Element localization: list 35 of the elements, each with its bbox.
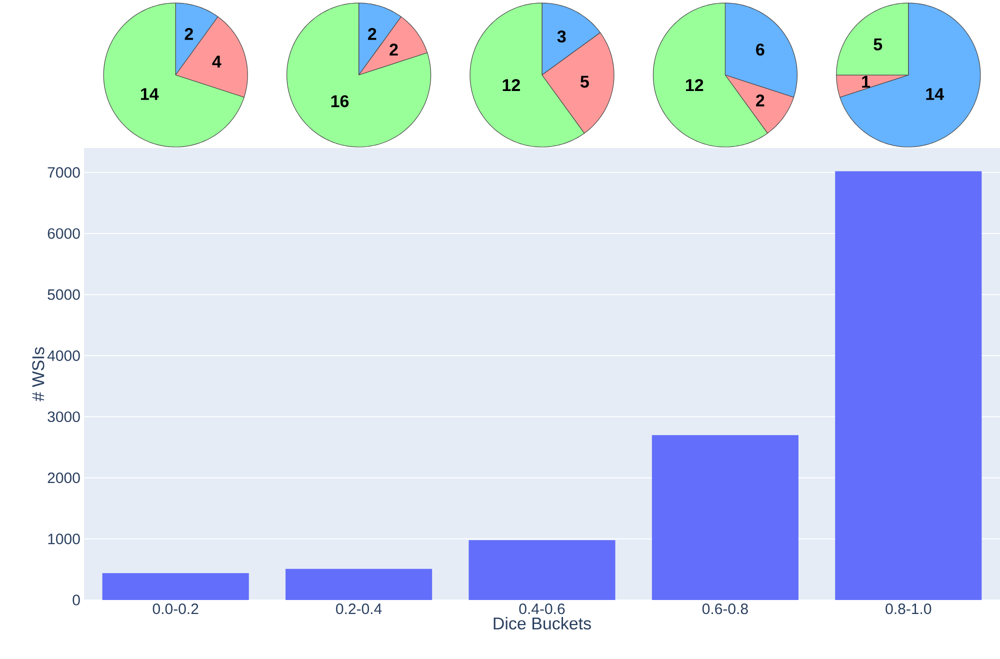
data-label: 12 xyxy=(686,79,704,91)
data-label: 16 xyxy=(331,95,349,108)
data-label: 2 xyxy=(756,94,764,106)
data-label: 14 xyxy=(141,88,159,100)
x-tick-label: 0.4-0.6 xyxy=(519,604,565,614)
y-axis-title: # WSIs xyxy=(32,347,44,402)
bar xyxy=(652,435,798,600)
data-label: 14 xyxy=(926,88,944,100)
y-tick-label: 4000 xyxy=(47,350,80,361)
y-tick-label: 0 xyxy=(72,594,80,606)
x-axis-title: Dice Buckets xyxy=(494,617,591,630)
y-tick-label: 7000 xyxy=(48,167,80,178)
y-tick-label: 1000 xyxy=(48,534,80,544)
data-label: 3 xyxy=(557,30,566,43)
y-tick-label: 5000 xyxy=(48,289,80,300)
bar xyxy=(835,171,982,600)
y-tick-label: 3000 xyxy=(48,411,80,422)
y-tick-label: 2000 xyxy=(48,472,80,484)
x-tick-label: 0.0-0.2 xyxy=(152,604,198,614)
bar xyxy=(102,573,249,600)
x-tick-label: 0.6-0.8 xyxy=(702,604,748,614)
data-label: 2 xyxy=(368,28,376,40)
data-label: 1 xyxy=(862,76,870,88)
data-label: 6 xyxy=(756,44,764,56)
bar xyxy=(286,568,432,600)
data-label: 4 xyxy=(212,56,222,68)
x-tick-label: 0.8-1.0 xyxy=(886,604,932,614)
bar xyxy=(468,540,616,600)
data-label: 5 xyxy=(580,76,589,88)
data-label: 2 xyxy=(184,28,193,40)
data-label: 12 xyxy=(502,79,520,91)
y-tick-label: 6000 xyxy=(48,228,80,239)
x-tick-label: 0.2-0.4 xyxy=(336,604,382,614)
data-label: 2 xyxy=(390,44,398,56)
data-label: 5 xyxy=(874,38,882,50)
